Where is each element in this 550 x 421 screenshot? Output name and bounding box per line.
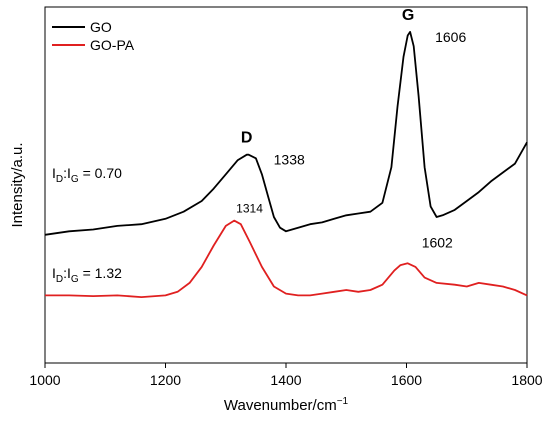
series-layer [44, 30, 528, 299]
x-tick-label: 1400 [270, 372, 301, 388]
series-line-go-pa [45, 219, 528, 299]
legend: GO GO-PA [52, 19, 135, 53]
peak-annotation: G [402, 7, 414, 24]
peak-annotation: 1602 [422, 234, 453, 250]
x-axis: 1000 1200 1400 1600 1800 [29, 363, 543, 388]
peak-annotation: 1314 [236, 202, 263, 216]
annotation-layer: D 1338 G 1606 1314 1602 [236, 7, 466, 250]
plot-frame [44, 6, 528, 364]
x-tick-label: 1800 [511, 372, 542, 388]
y-axis-label: Intensity/a.u. [9, 142, 26, 227]
ratio-label-go: ID:IG = 0.70 [52, 165, 122, 185]
x-tick-label: 1600 [391, 372, 422, 388]
series-line-go [44, 30, 528, 236]
x-tick-label: 1200 [150, 372, 181, 388]
x-axis-label-main: Wavenumber/cm [224, 397, 337, 414]
x-axis-label: Wavenumber/cm−1 [224, 396, 349, 414]
legend-label: GO-PA [90, 37, 135, 53]
x-tick-label: 1000 [29, 372, 60, 388]
peak-annotation: 1606 [435, 29, 466, 45]
peak-annotation: 1338 [274, 152, 305, 168]
peak-annotation: D [241, 130, 253, 147]
ratio-label-go-pa: ID:IG = 1.32 [52, 265, 122, 285]
x-axis-label-exponent: −1 [337, 396, 349, 407]
legend-label: GO [90, 19, 112, 35]
